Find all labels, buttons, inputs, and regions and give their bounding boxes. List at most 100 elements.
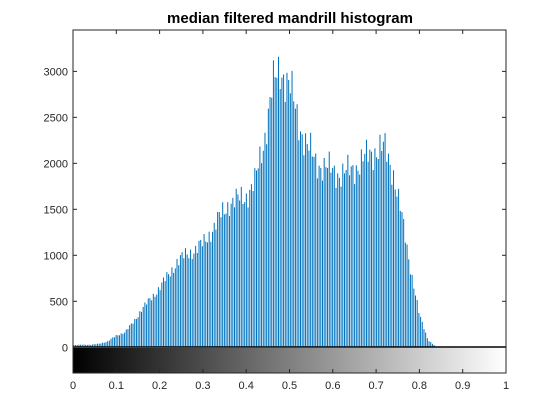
histogram-bar (387, 153, 389, 348)
histogram-bar (249, 189, 251, 348)
histogram-bar (431, 343, 433, 348)
histogram-bar (135, 318, 137, 348)
y-tick-label: 500 (50, 296, 68, 308)
y-axis: 0 500 1000 1500 2000 2500 3000 (44, 66, 506, 354)
histogram-bar (374, 148, 376, 348)
x-tick-label: 0.1 (109, 380, 124, 392)
histogram-bar (364, 153, 366, 348)
histogram-bar (369, 149, 371, 348)
histogram-bar (85, 344, 87, 348)
histogram-bar (403, 219, 405, 348)
histogram-bar (178, 265, 180, 348)
histogram-bar (415, 295, 417, 348)
histogram-bar (413, 288, 415, 348)
histogram-bar (112, 337, 114, 348)
histogram-bar (301, 134, 303, 348)
histogram-bar (171, 267, 173, 348)
histogram-bar (225, 213, 227, 348)
histogram-bar (264, 132, 266, 348)
y-tick-label: 2000 (44, 158, 68, 170)
histogram-bar (95, 344, 97, 348)
histogram-bar (406, 244, 408, 348)
histogram-bar (423, 329, 425, 348)
histogram-bar (269, 97, 271, 348)
histogram-bar (306, 144, 308, 348)
histogram-bar (421, 321, 423, 348)
histogram-bar (408, 259, 410, 348)
histogram-bar (239, 200, 241, 348)
histogram-bar (416, 299, 418, 348)
histogram-bar (299, 131, 301, 348)
histogram-bar (391, 184, 393, 348)
histogram-bar (398, 188, 400, 348)
histogram-bar (345, 169, 347, 348)
histogram-bar (164, 281, 166, 348)
histogram-bar (327, 167, 329, 348)
histogram-bar (335, 187, 337, 348)
histogram-bar (184, 248, 186, 348)
histogram-bar (162, 277, 164, 348)
x-tick-label: 0.4 (239, 380, 254, 392)
x-tick-label: 0.5 (282, 380, 297, 392)
histogram-bar (305, 133, 307, 348)
histogram-bar (342, 163, 344, 348)
histogram-bar (169, 276, 171, 348)
histogram-bar (357, 170, 359, 348)
histogram-bar (179, 255, 181, 348)
histogram-bar (152, 293, 154, 348)
histogram-bar (146, 304, 148, 348)
histogram-bar (228, 216, 230, 348)
histogram-bar (245, 193, 247, 348)
histogram-bar (262, 150, 264, 348)
histogram-bar (183, 258, 185, 348)
histogram-bar (156, 294, 158, 348)
histogram-bar (343, 173, 345, 348)
histogram-bar (201, 246, 203, 348)
histogram-bar (206, 242, 208, 348)
histogram-bar (208, 231, 210, 348)
histogram-bar (102, 342, 104, 348)
plot-area (73, 56, 437, 348)
histogram-bar (254, 168, 256, 348)
y-tick-label: 1500 (44, 204, 68, 216)
histogram-bar (119, 335, 121, 348)
y-tick-label: 0 (62, 342, 68, 354)
histogram-bar (303, 155, 305, 348)
x-tick-label: 0.3 (195, 380, 210, 392)
histogram-bar (166, 272, 168, 348)
histogram-bar (381, 151, 383, 348)
histogram-bar (117, 335, 119, 348)
histogram-bar (122, 333, 124, 348)
histogram-bar (137, 317, 139, 348)
histogram-bar (382, 141, 384, 348)
histogram-bar (372, 170, 374, 348)
histogram-bar (93, 344, 95, 348)
histogram-bar (318, 165, 320, 348)
histogram-bar (142, 306, 144, 348)
histogram-bar (120, 333, 122, 348)
histogram-bar (347, 154, 349, 348)
histogram-bar (283, 74, 285, 348)
histogram-bar (320, 168, 322, 348)
histogram-bar (188, 258, 190, 348)
histogram-bar (198, 240, 200, 348)
histogram-bar (418, 312, 420, 348)
histogram-bar (294, 108, 296, 348)
grayscale-colorbar (73, 348, 506, 373)
histogram-bar (159, 290, 161, 348)
histogram-bar (88, 344, 90, 348)
histogram-bar (252, 191, 254, 348)
histogram-bar (78, 344, 80, 348)
histogram-bar (276, 77, 278, 348)
histogram-bar (340, 186, 342, 348)
histogram-bar (247, 207, 249, 348)
histogram-bar (110, 338, 112, 348)
histogram-bar (186, 254, 188, 348)
histogram-bar (379, 134, 381, 348)
histogram-bar (360, 149, 362, 348)
histogram-bar (205, 241, 207, 348)
histogram-bar (210, 241, 212, 348)
histogram-bar (355, 165, 357, 348)
histogram-bar (237, 194, 239, 348)
histogram-bar (124, 332, 126, 348)
